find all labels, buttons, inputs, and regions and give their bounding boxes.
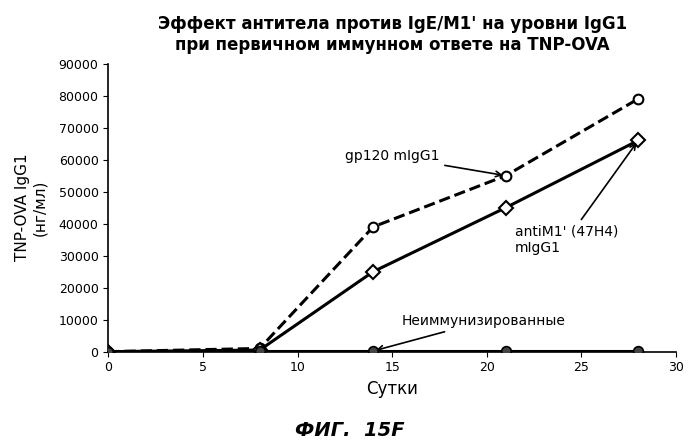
Y-axis label: TNP-OVA IgG1
(нг/мл): TNP-OVA IgG1 (нг/мл) xyxy=(15,154,48,262)
Text: Неиммунизированные: Неиммунизированные xyxy=(377,314,565,351)
Text: ФИГ.  15F: ФИГ. 15F xyxy=(295,420,404,440)
X-axis label: Сутки: Сутки xyxy=(366,380,418,398)
Text: antiM1' (47H4)
mIgG1: antiM1' (47H4) mIgG1 xyxy=(515,144,635,255)
Title: Эффект антитела против IgE/M1' на уровни IgG1
при первичном иммунном ответе на T: Эффект антитела против IgE/M1' на уровни… xyxy=(157,15,627,54)
Text: gp120 mIgG1: gp120 mIgG1 xyxy=(345,150,501,177)
